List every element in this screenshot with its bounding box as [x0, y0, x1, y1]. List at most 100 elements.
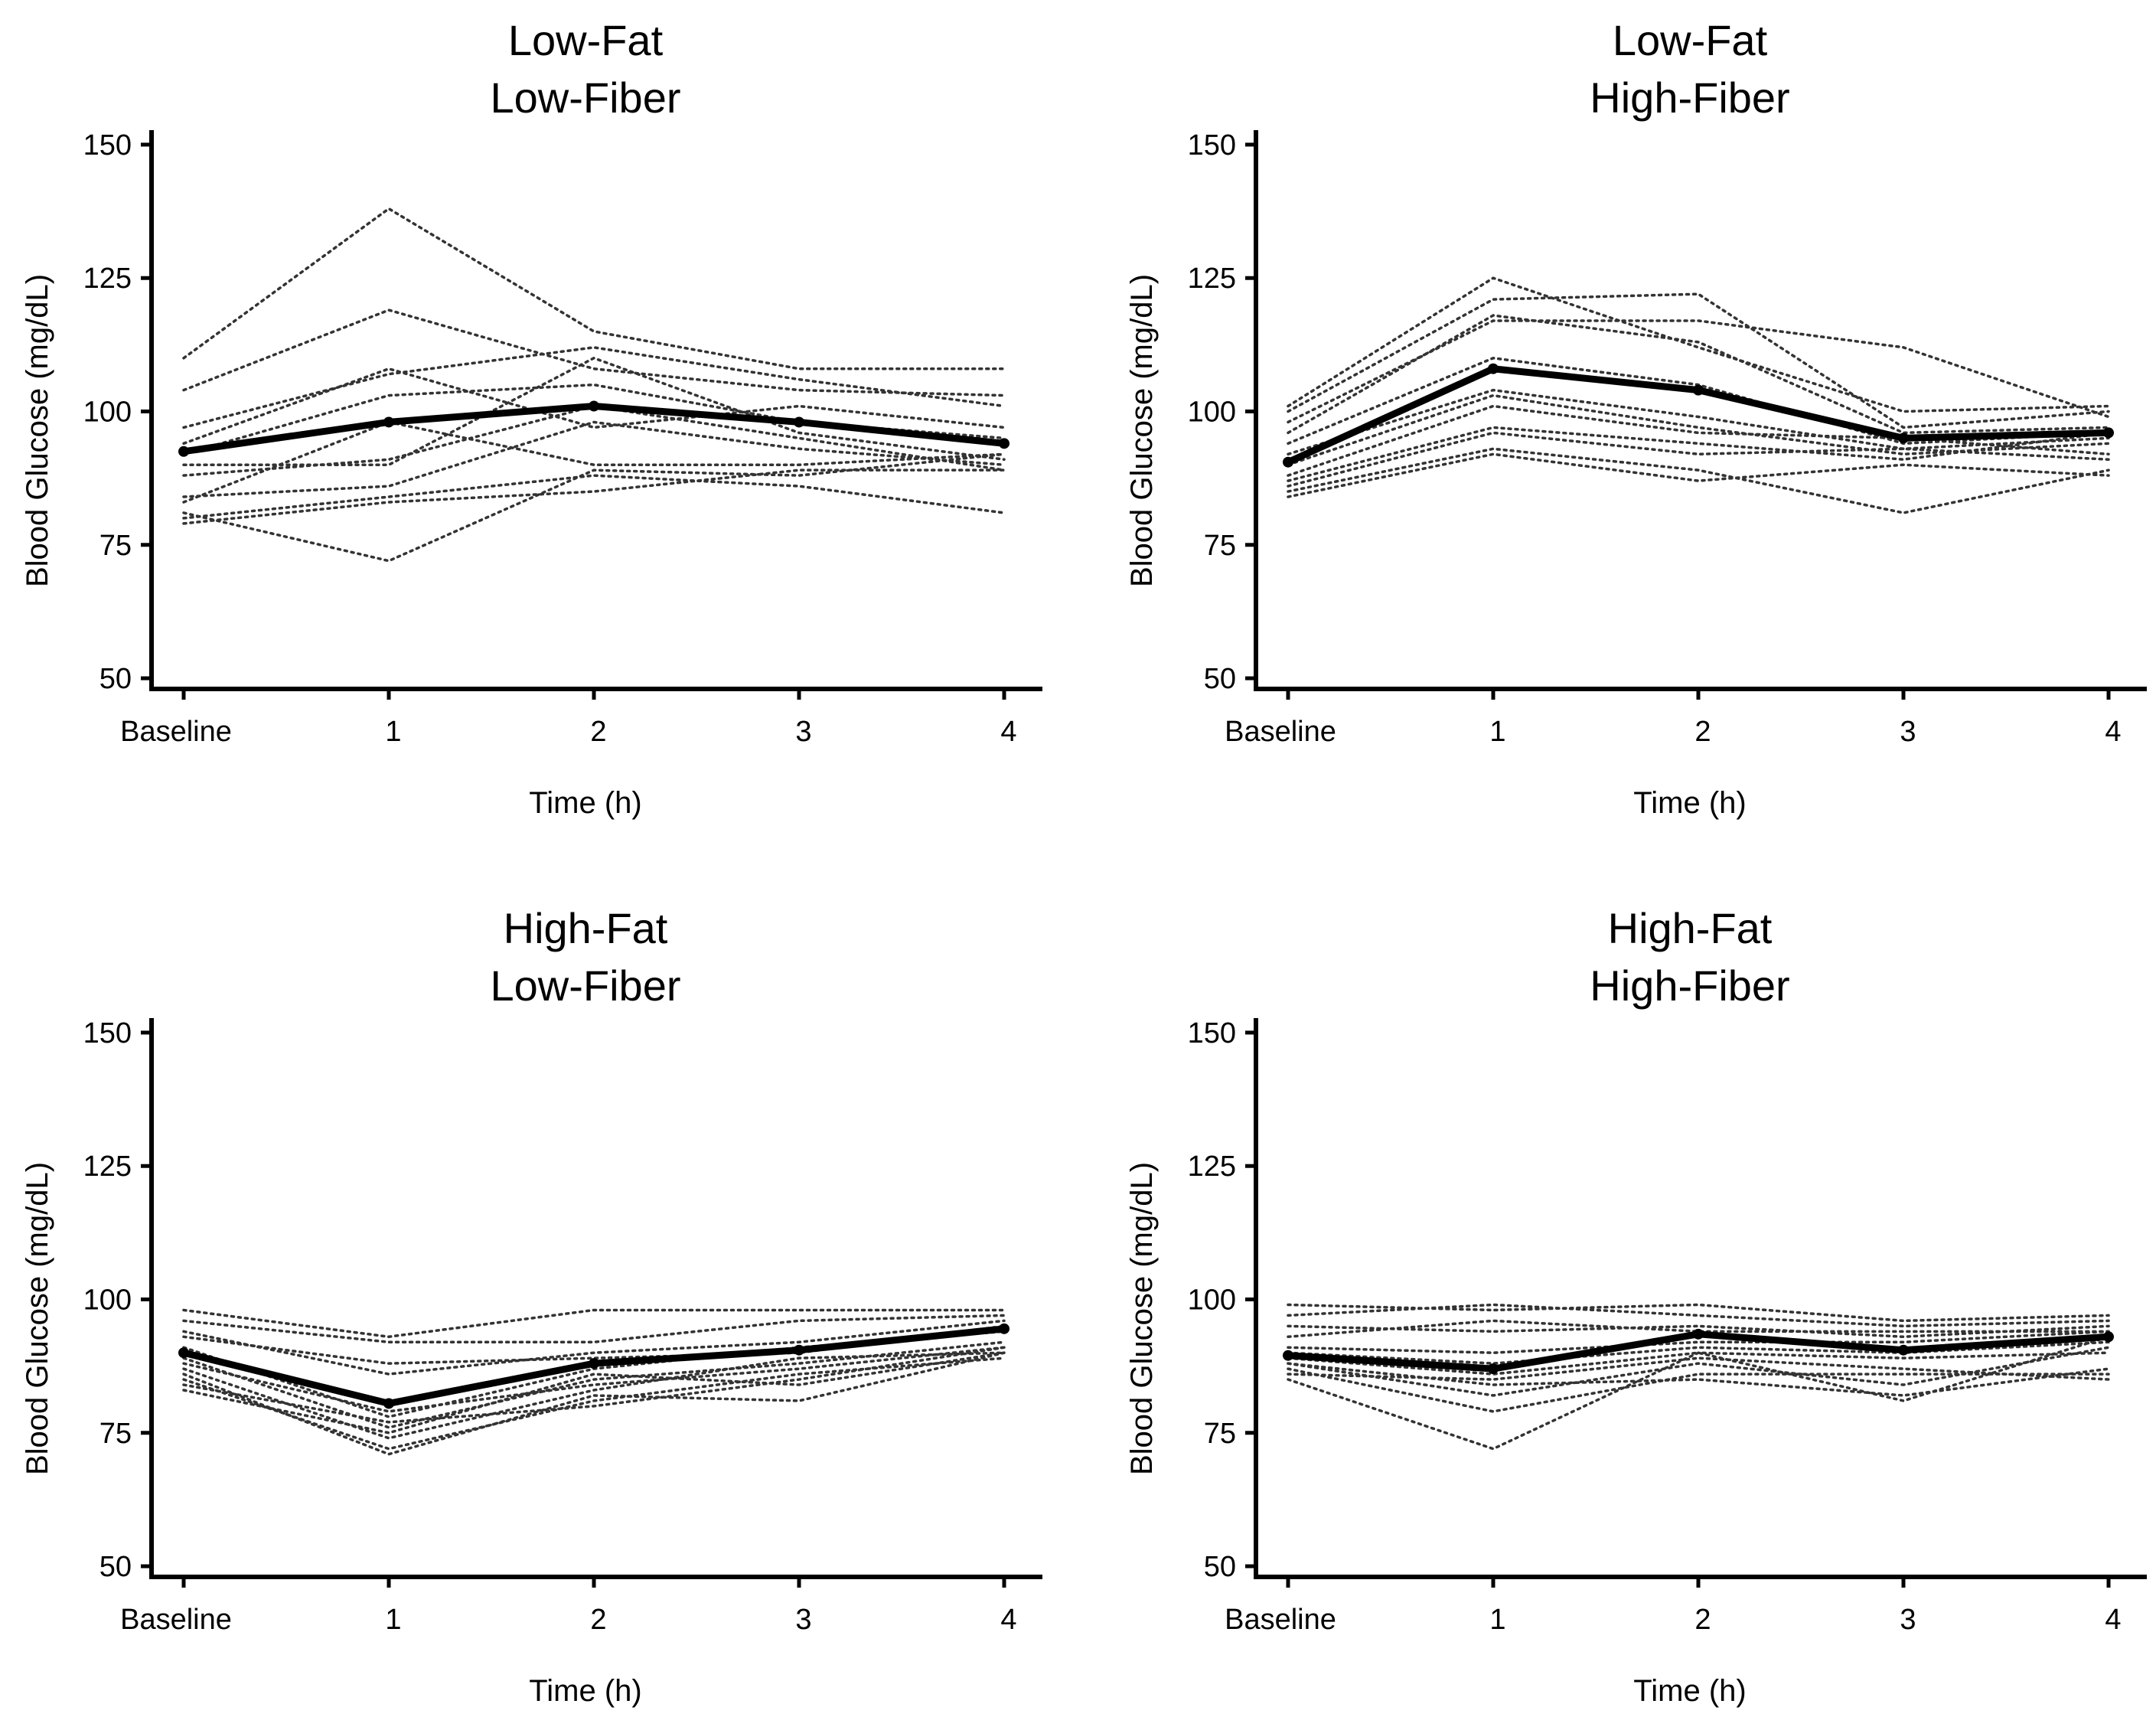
x-tick-label: 2 [1694, 1604, 1711, 1636]
mean-point [999, 1323, 1010, 1334]
y-tick-label: 150 [1188, 1017, 1236, 1049]
y-axis-label: Blood Glucose (mg/dL) [21, 1162, 54, 1475]
individual-series-line [182, 1351, 1006, 1440]
individual-series-line [182, 1346, 1006, 1413]
x-tick-label: Baseline [120, 1604, 232, 1636]
x-tick-label: Baseline [1225, 716, 1336, 748]
y-tick-label: 75 [99, 1418, 132, 1450]
individual-series-line [1287, 1330, 2110, 1354]
y-tick-label: 150 [1188, 129, 1236, 162]
mean-point [589, 400, 599, 412]
individual-series-line [1287, 1303, 2110, 1328]
x-tick-label: 3 [795, 716, 811, 748]
individual-series-line [182, 468, 1006, 525]
mean-point [383, 416, 394, 428]
mean-point [1693, 1328, 1704, 1340]
individual-series-line [182, 452, 1006, 563]
x-axis-label: Time (h) [1633, 1674, 1746, 1708]
x-tick-label: 2 [590, 716, 606, 748]
mean-point [794, 1344, 804, 1356]
individual-series-line [1287, 1362, 2110, 1397]
individual-series-line [1287, 1340, 2110, 1365]
individual-series-line [1287, 447, 2110, 514]
panel-4: High-Fat High-Fiber 50 75 100 125 150 Baseline 1… [1125, 904, 2147, 1708]
mean-point [2103, 427, 2114, 439]
y-tick-label: 75 [1204, 1418, 1236, 1450]
panel-title-line: Low-Fiber [491, 961, 681, 1010]
individual-series-line [182, 1308, 1006, 1339]
y-tick-label: 100 [1188, 1284, 1236, 1317]
panel-title-line: High-Fiber [1590, 73, 1789, 122]
y-tick-label: 125 [83, 263, 132, 295]
individual-series-line [182, 420, 1006, 504]
mean-point [794, 416, 804, 428]
y-tick-label: 50 [99, 663, 132, 695]
y-tick-label: 50 [99, 1551, 132, 1583]
individual-series-line [1287, 404, 2110, 477]
individual-series-line [182, 1351, 1006, 1456]
panel-title-line: High-Fat [1608, 904, 1773, 952]
mean-point [1283, 1350, 1293, 1361]
mean-point [1283, 456, 1293, 468]
y-tick-label: 75 [1204, 530, 1236, 562]
individual-series-line [1287, 1351, 2110, 1451]
y-axis-label: Blood Glucose (mg/dL) [21, 274, 54, 587]
mean-point [1898, 432, 1909, 444]
mean-point [178, 1347, 189, 1359]
x-tick-label: Baseline [120, 716, 232, 748]
x-axis-label: Time (h) [1633, 786, 1746, 820]
individual-series-line [182, 1351, 1006, 1435]
x-tick-label: 1 [1489, 716, 1505, 748]
mean-point [2103, 1331, 2114, 1343]
individual-series-line [1287, 388, 2110, 456]
individual-series-line [182, 1346, 1006, 1424]
y-tick-label: 150 [83, 129, 132, 162]
individual-series-line [1287, 393, 2110, 466]
panel-title-line: Low-Fiber [491, 73, 681, 122]
mean-point [383, 1398, 394, 1409]
individual-series-line [182, 474, 1006, 520]
y-tick-label: 50 [1204, 663, 1236, 695]
x-tick-label: 1 [1489, 1604, 1505, 1636]
individual-series-line [182, 1314, 1006, 1344]
x-tick-label: 3 [795, 1604, 811, 1636]
individual-series-line [1287, 431, 2110, 488]
mean-point [178, 446, 189, 457]
y-tick-label: 125 [83, 1151, 132, 1183]
x-tick-label: 4 [1000, 1604, 1016, 1636]
individual-series-line [1287, 292, 2110, 429]
x-tick-label: Baseline [1225, 1604, 1336, 1636]
individual-series-line [1287, 452, 2110, 498]
individual-series-line [182, 1319, 1006, 1376]
x-tick-label: 4 [2105, 1604, 2121, 1636]
individual-series-line [182, 420, 1006, 498]
y-axis-label: Blood Glucose (mg/dL) [1125, 274, 1159, 587]
panel-2: Low-Fat High-Fiber 50 75 100 125 150 Baseline 1 2… [1125, 16, 2147, 820]
individual-series-line [182, 404, 1006, 477]
x-tick-label: 3 [1900, 1604, 1916, 1636]
y-tick-label: 75 [99, 530, 132, 562]
x-axis-label: Time (h) [529, 1674, 641, 1708]
individual-series-line [1287, 314, 2110, 435]
panel-title-line: High-Fiber [1590, 961, 1789, 1010]
mean-point [589, 1358, 599, 1369]
mean-point [999, 438, 1010, 449]
y-tick-label: 100 [1188, 397, 1236, 429]
panel-title-line: Low-Fat [508, 16, 664, 64]
mean-point [1693, 384, 1704, 396]
mean-point [1488, 363, 1499, 374]
panel-1: Low-Fat Low-Fiber 50 75 100 125 150 Baseline 1 2 3… [21, 16, 1042, 820]
panel-title-line: Low-Fat [1613, 16, 1768, 64]
x-tick-label: 1 [385, 1604, 401, 1636]
mean-point [1898, 1344, 1909, 1356]
panel-3: High-Fat Low-Fiber 50 75 100 125 150 Baseline 1 2… [21, 904, 1042, 1708]
y-tick-label: 150 [83, 1017, 132, 1049]
y-tick-label: 50 [1204, 1551, 1236, 1583]
individual-series-line [1287, 426, 2110, 482]
x-tick-label: 2 [590, 1604, 606, 1636]
x-tick-label: 3 [1900, 716, 1916, 748]
individual-series-line [182, 207, 1006, 370]
x-tick-label: 2 [1694, 716, 1711, 748]
individual-series-line [1287, 1303, 2110, 1323]
